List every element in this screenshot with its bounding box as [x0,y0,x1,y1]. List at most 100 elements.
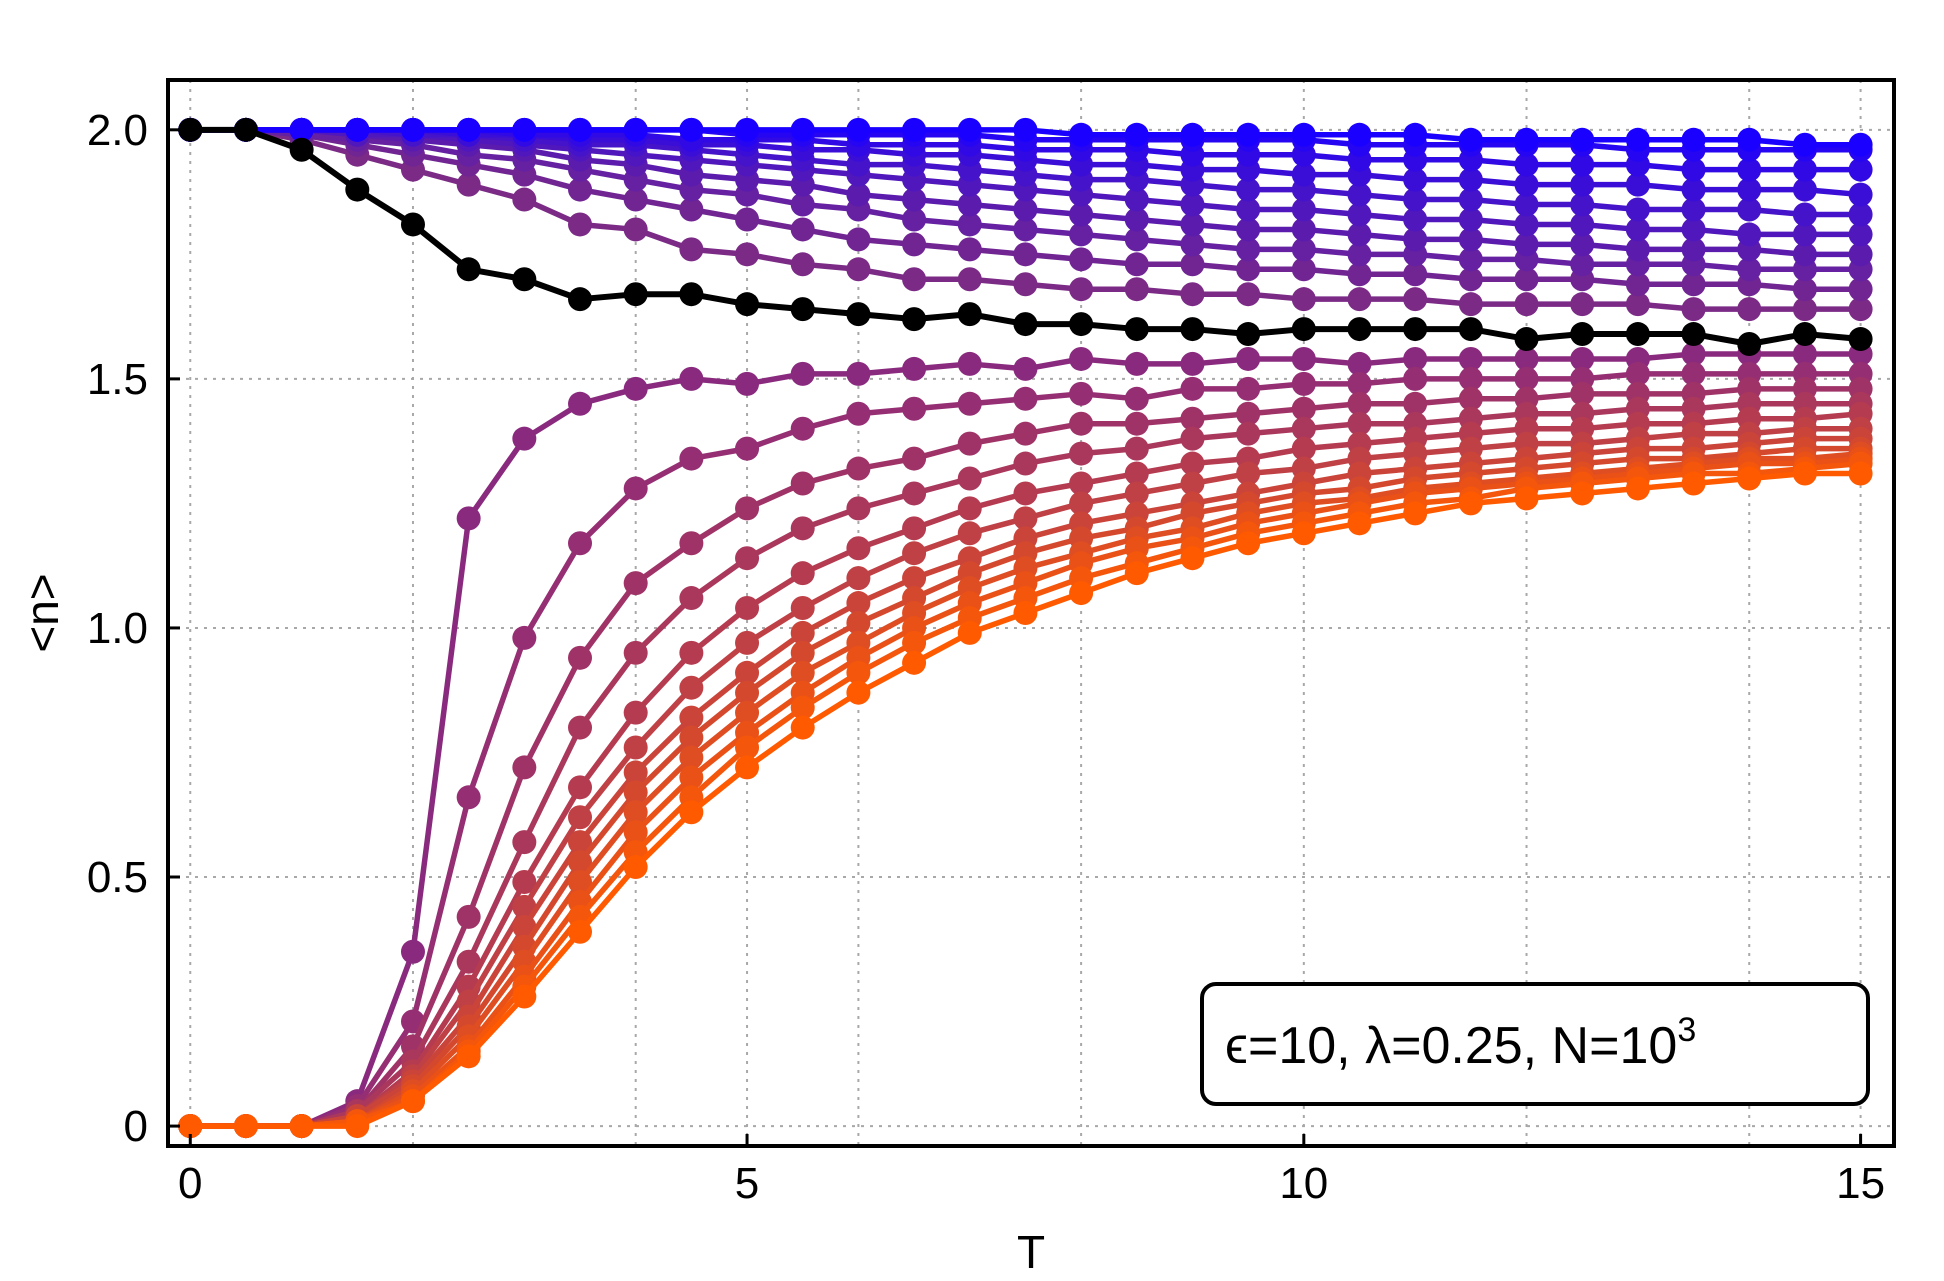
data-point [1514,152,1539,177]
data-point [623,700,648,725]
data-point [1013,312,1038,337]
y-tick-label: 0.5 [87,853,148,902]
data-point [790,620,815,645]
data-point [1514,346,1539,371]
data-point [623,217,648,242]
data-point [623,760,648,785]
data-point [1403,501,1428,526]
data-point [1458,247,1483,272]
legend-superscript: 3 [1677,1011,1696,1049]
x-tick-label: 0 [178,1159,202,1208]
data-point [1681,471,1706,496]
data-point [1236,346,1261,371]
data-point [1347,391,1372,416]
data-point [1458,491,1483,516]
data-point [345,117,370,142]
data-point [1570,381,1595,406]
data-point [735,436,760,461]
data-point [957,237,982,262]
data-point [1124,411,1149,436]
data-point [1180,122,1205,147]
data-point [902,187,927,212]
data-point [1570,127,1595,152]
y-tick-label: 2.0 [87,106,148,155]
data-point [1403,227,1428,252]
data-point [1737,332,1762,357]
data-point [790,695,815,720]
data-point [1625,197,1650,222]
legend-main-text: ϵ=10, λ=0.25, N=10 [1225,1017,1677,1075]
data-point [790,361,815,386]
y-tick-label: 1.5 [87,355,148,404]
data-point [1180,317,1205,342]
data-point [568,775,593,800]
data-point [1069,222,1094,247]
data-point [957,496,982,521]
data-point [1848,242,1873,267]
data-point [568,715,593,740]
data-point [568,645,593,670]
data-point [1236,217,1261,242]
data-point [1570,152,1595,177]
data-point [1180,471,1205,496]
data-point [1792,297,1817,322]
data-point [790,516,815,541]
data-point [957,117,982,142]
data-point [846,680,871,705]
data-point [512,755,537,780]
data-point [1124,436,1149,461]
data-point [790,715,815,740]
data-point [735,680,760,705]
data-point [289,117,314,142]
data-point [679,675,704,700]
data-point [1403,262,1428,287]
data-point [456,506,481,531]
data-point [1458,267,1483,292]
data-point [1124,561,1149,586]
data-point [1737,157,1762,182]
data-point [679,117,704,142]
data-point [456,1044,481,1069]
data-point [1848,132,1873,157]
data-point [735,546,760,571]
data-point [1681,217,1706,242]
data-point [1236,257,1261,282]
data-point [1458,127,1483,152]
data-point [1570,252,1595,277]
data-point [1124,277,1149,302]
data-point [512,426,537,451]
data-point [1514,267,1539,292]
data-point [1347,371,1372,396]
data-point [1124,461,1149,486]
data-point [456,785,481,810]
data-point [512,117,537,142]
data-point [1625,292,1650,317]
data-point [1458,292,1483,317]
data-point [1347,242,1372,267]
data-point [1236,237,1261,262]
data-point [790,596,815,621]
data-point [1681,127,1706,152]
data-point [1069,122,1094,147]
data-point [1570,292,1595,317]
data-point [735,700,760,725]
data-point [1403,122,1428,147]
data-point [1792,157,1817,182]
data-point [679,640,704,665]
data-point [1681,297,1706,322]
data-point [1180,406,1205,431]
data-point [1570,232,1595,257]
x-tick-label: 5 [735,1159,759,1208]
data-point [735,735,760,760]
data-point [957,302,982,327]
data-point [568,830,593,855]
data-point [957,391,982,416]
data-point [1792,177,1817,202]
data-point [1069,491,1094,516]
series-highlight-22 [178,117,1873,357]
data-point [1625,322,1650,347]
data-point [1681,157,1706,182]
data-point [846,566,871,591]
data-point [1681,272,1706,297]
data-point [1347,202,1372,227]
